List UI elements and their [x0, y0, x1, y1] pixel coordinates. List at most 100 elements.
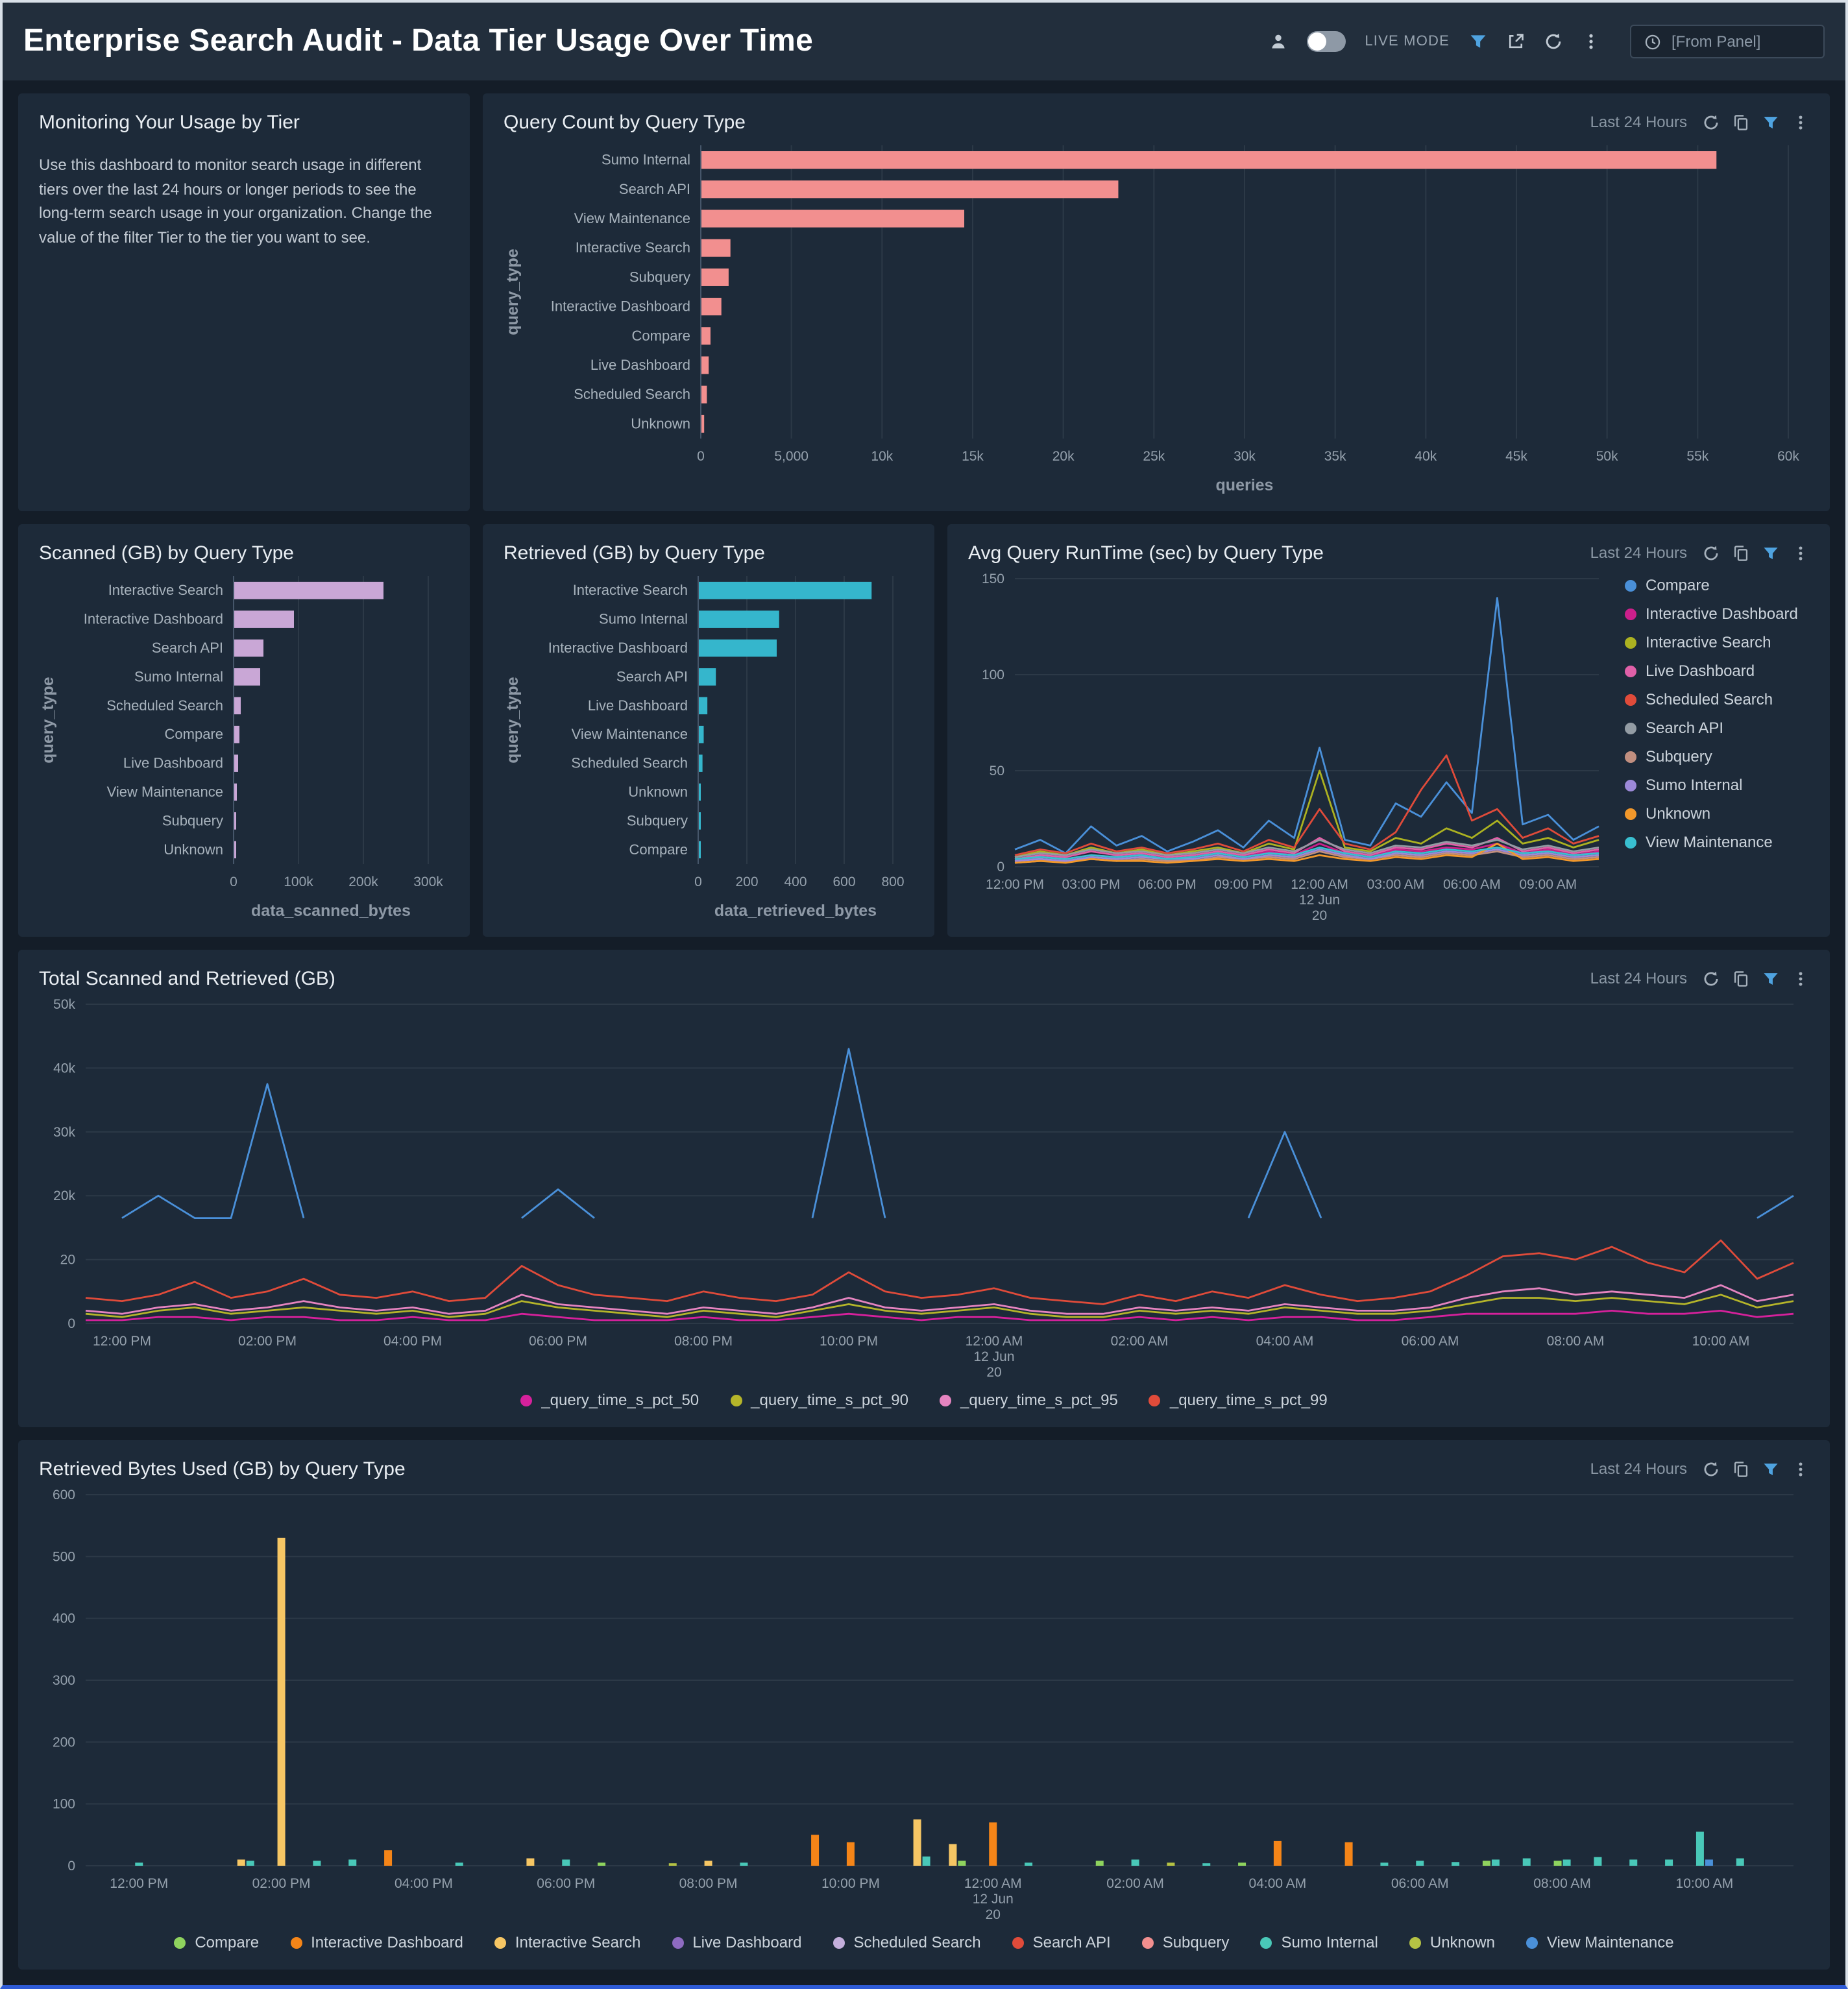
kebab-menu-icon[interactable] [1792, 970, 1809, 987]
svg-text:06:00 PM: 06:00 PM [529, 1334, 587, 1349]
svg-text:09:00 PM: 09:00 PM [1214, 877, 1272, 892]
filter-icon[interactable] [1762, 1460, 1779, 1477]
legend-item[interactable]: View Maintenance [1625, 833, 1809, 851]
legend-item[interactable]: Interactive Dashboard [290, 1933, 463, 1951]
legend-item[interactable]: Interactive Search [494, 1933, 640, 1951]
panel-scanned: Scanned (GB) by Query Type 0 100k 200k 300k… [18, 524, 470, 937]
panel-header: Retrieved (GB) by Query Type [504, 537, 914, 568]
refresh-icon[interactable] [1703, 970, 1720, 987]
filter-icon[interactable] [1469, 32, 1487, 51]
svg-text:Subquery: Subquery [627, 812, 688, 828]
copy-icon[interactable] [1732, 114, 1749, 130]
time-range-label[interactable]: Last 24 Hours [1590, 113, 1687, 131]
svg-text:50k: 50k [53, 997, 75, 1012]
legend-dot [290, 1936, 302, 1948]
svg-text:20: 20 [60, 1253, 75, 1268]
legend-item[interactable]: Search API [1012, 1933, 1111, 1951]
legend-label: Subquery [1162, 1933, 1230, 1951]
legend-item[interactable]: _query_time_s_pct_90 [730, 1391, 908, 1409]
legend-item[interactable]: Interactive Search [1625, 633, 1809, 651]
legend-item[interactable]: Unknown [1409, 1933, 1495, 1951]
svg-text:06:00 AM: 06:00 AM [1443, 877, 1501, 892]
svg-text:query_type: query_type [504, 248, 522, 335]
time-range-label[interactable]: Last 24 Hours [1590, 1460, 1687, 1478]
legend-item[interactable]: View Maintenance [1526, 1933, 1674, 1951]
legend-label: _query_time_s_pct_95 [960, 1391, 1118, 1409]
svg-text:200k: 200k [348, 874, 378, 889]
filter-icon[interactable] [1762, 970, 1779, 987]
legend-item[interactable]: _query_time_s_pct_99 [1149, 1391, 1328, 1409]
svg-text:20k: 20k [1052, 449, 1075, 464]
kebab-menu-icon[interactable] [1792, 544, 1809, 561]
legend-dot [1625, 693, 1636, 705]
legend-item[interactable]: Live Dashboard [1625, 662, 1809, 680]
refresh-icon[interactable] [1703, 114, 1720, 130]
panel-header: Monitoring Your Usage by Tier [39, 106, 449, 138]
legend-item[interactable]: Search API [1625, 719, 1809, 737]
panel-title: Avg Query RunTime (sec) by Query Type [968, 542, 1324, 564]
total-svg: 50k 40k 30k 20k 20 0 12:00 PM 02:00 PM 04:00 PM 0… [53, 997, 1794, 1380]
svg-text:800: 800 [881, 874, 904, 889]
live-mode-toggle[interactable] [1306, 31, 1346, 52]
legend-dot [1141, 1936, 1154, 1948]
legend-item[interactable]: _query_time_s_pct_95 [940, 1391, 1118, 1409]
legend-label: View Maintenance [1546, 1933, 1674, 1951]
legend-item[interactable]: Compare [174, 1933, 259, 1951]
kebab-menu-icon[interactable] [1792, 1460, 1809, 1477]
svg-text:Scheduled Search: Scheduled Search [571, 755, 688, 771]
svg-text:04:00 AM: 04:00 AM [1249, 1876, 1307, 1891]
svg-text:50: 50 [990, 764, 1004, 778]
svg-text:View Maintenance: View Maintenance [572, 726, 688, 742]
user-icon[interactable] [1269, 32, 1287, 51]
svg-text:100: 100 [982, 668, 1004, 682]
legend-label: Scheduled Search [1646, 690, 1773, 708]
svg-text:50k: 50k [1596, 449, 1618, 464]
legend-item[interactable]: Subquery [1625, 747, 1809, 765]
kebab-menu-icon[interactable] [1792, 114, 1809, 130]
svg-text:Sumo Internal: Sumo Internal [599, 611, 688, 627]
svg-text:Interactive Search: Interactive Search [573, 582, 688, 598]
time-range-label[interactable]: Last 24 Hours [1590, 969, 1687, 987]
svg-text:04:00 PM: 04:00 PM [383, 1334, 442, 1349]
legend-item[interactable]: Scheduled Search [833, 1933, 981, 1951]
copy-icon[interactable] [1732, 970, 1749, 987]
legend-item[interactable]: Live Dashboard [672, 1933, 801, 1951]
runtime-body: 150 100 50 0 12:00 PM 03:00 PM 06:00 PM 09:00 P… [968, 568, 1809, 926]
kebab-menu-icon[interactable] [1582, 32, 1600, 51]
legend-label: Unknown [1429, 1933, 1495, 1951]
legend-item[interactable]: Unknown [1625, 804, 1809, 823]
svg-text:Scheduled Search: Scheduled Search [574, 386, 690, 402]
svg-text:300: 300 [53, 1673, 75, 1688]
legend-item[interactable]: Sumo Internal [1625, 776, 1809, 794]
refresh-icon[interactable] [1544, 32, 1562, 51]
legend-item[interactable]: Sumo Internal [1260, 1933, 1378, 1951]
svg-text:Unknown: Unknown [631, 415, 690, 431]
legend-item[interactable]: Subquery [1141, 1933, 1230, 1951]
svg-text:06:00 PM: 06:00 PM [537, 1876, 595, 1891]
svg-text:Scheduled Search: Scheduled Search [106, 697, 223, 714]
copy-icon[interactable] [1732, 1460, 1749, 1477]
refresh-icon[interactable] [1703, 1460, 1720, 1477]
legend-item[interactable]: Compare [1625, 576, 1809, 594]
time-range-label[interactable]: Last 24 Hours [1590, 544, 1687, 562]
legend-label: Sumo Internal [1281, 1933, 1378, 1951]
panel-title: Total Scanned and Retrieved (GB) [39, 967, 335, 989]
from-panel-input[interactable]: [From Panel] [1630, 25, 1825, 58]
filter-icon[interactable] [1762, 544, 1779, 561]
share-icon[interactable] [1507, 32, 1525, 51]
legend-item[interactable]: _query_time_s_pct_50 [520, 1391, 699, 1409]
legend-item[interactable]: Interactive Dashboard [1625, 605, 1809, 623]
filter-icon[interactable] [1762, 114, 1779, 130]
svg-text:300k: 300k [413, 874, 443, 889]
svg-text:10:00 PM: 10:00 PM [821, 1876, 880, 1891]
copy-icon[interactable] [1732, 544, 1749, 561]
panel-controls: Last 24 Hours [1590, 1460, 1809, 1478]
svg-text:25k: 25k [1143, 449, 1165, 464]
panel-header: Scanned (GB) by Query Type [39, 537, 449, 568]
svg-text:15k: 15k [962, 449, 984, 464]
svg-text:04:00 AM: 04:00 AM [1256, 1334, 1314, 1349]
panel-header: Avg Query RunTime (sec) by Query Type La… [968, 537, 1809, 568]
legend-item[interactable]: Scheduled Search [1625, 690, 1809, 708]
legend-label: Unknown [1646, 804, 1711, 823]
refresh-icon[interactable] [1703, 544, 1720, 561]
